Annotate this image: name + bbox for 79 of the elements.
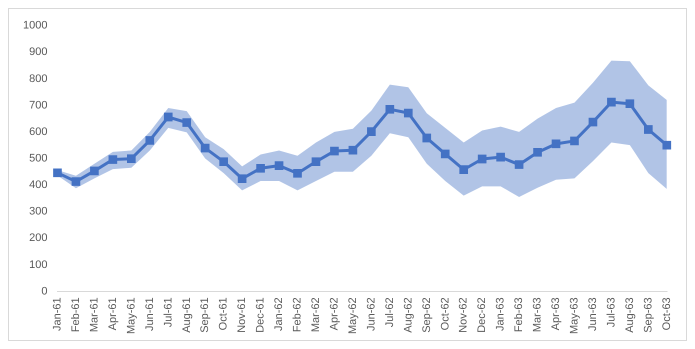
x-tick-label: Aug-63 (624, 297, 636, 333)
x-tick-label: May-62 (346, 297, 359, 334)
x-tick-label: Feb-63 (513, 297, 526, 332)
point (72, 177, 80, 186)
x-tick-label: Oct-63 (660, 297, 673, 330)
point (127, 154, 136, 164)
x-tick-label: Jul-62 (384, 297, 396, 328)
x-tick-label: Sep-61 (199, 297, 212, 333)
y-tick-label: 100 (29, 258, 48, 271)
y-tick-label: 700 (29, 99, 48, 112)
point (626, 99, 634, 108)
point (386, 104, 394, 114)
y-tick-label: 900 (29, 46, 48, 58)
point (367, 127, 376, 136)
x-tick-label: Jan-63 (494, 297, 507, 331)
x-tick-label: Nov-62 (458, 297, 470, 333)
point (644, 125, 653, 134)
point (256, 164, 265, 173)
y-tick-label: 400 (29, 179, 48, 192)
point (404, 108, 413, 118)
x-tick-label: Apr-62 (328, 297, 340, 330)
point (238, 174, 246, 183)
y-tick-label: 500 (29, 152, 48, 164)
point (145, 136, 154, 145)
y-tick-label: 1000 (22, 20, 48, 32)
x-tick-label: Jul-63 (605, 297, 618, 328)
x-tick-label: Mar-63 (532, 297, 544, 332)
x-tick-label: Aug-62 (402, 297, 414, 333)
point (478, 154, 486, 164)
x-tick-label: Dec-61 (254, 297, 267, 333)
point (422, 134, 432, 142)
point (274, 161, 284, 170)
y-tick-label: 600 (29, 126, 48, 138)
x-tick-label: Feb-62 (292, 297, 304, 332)
point (200, 144, 210, 152)
x-tick-label: Oct-62 (439, 297, 452, 330)
x-tick-label: Mar-61 (88, 297, 100, 332)
point (53, 168, 62, 178)
x-tick-label: Jan-61 (52, 297, 64, 331)
point (90, 166, 99, 176)
x-tick-label: May-61 (125, 297, 138, 334)
x-tick-label: Mar-62 (310, 297, 322, 332)
x-tick-label: Feb-61 (70, 297, 82, 332)
point (182, 118, 192, 127)
point (662, 140, 672, 150)
x-tick-label: Dec-62 (476, 297, 488, 333)
point (514, 160, 524, 169)
y-tick-label: 200 (29, 232, 48, 244)
point (588, 118, 598, 126)
point (533, 148, 542, 157)
point (330, 146, 339, 156)
x-tick-label: Jun-61 (144, 297, 156, 331)
point (219, 157, 228, 166)
x-tick-label: Nov-61 (236, 297, 248, 333)
x-tick-label: Oct-61 (218, 297, 230, 330)
point (293, 169, 302, 178)
x-tick-label: Jul-61 (162, 297, 174, 328)
x-tick-label: Apr-61 (106, 297, 119, 330)
x-tick-label: Jan-62 (273, 297, 286, 331)
point (552, 140, 560, 148)
point (312, 157, 320, 166)
x-tick-label: May-63 (568, 297, 581, 334)
x-tick-label: Jun-62 (365, 297, 378, 331)
point (108, 155, 118, 164)
y-tick-label: 800 (29, 72, 48, 85)
x-tick-label: Jun-63 (586, 297, 599, 331)
x-tick-label: Aug-61 (180, 297, 193, 333)
point (164, 112, 173, 122)
point (348, 146, 358, 155)
x-tick-label: Sep-62 (420, 297, 433, 333)
y-tick-label: 0 (41, 285, 48, 298)
point (496, 152, 505, 162)
y-tick-label: 300 (29, 206, 48, 218)
x-tick-label: Apr-63 (550, 297, 562, 330)
point (459, 165, 468, 174)
point (607, 98, 616, 106)
point (570, 136, 579, 146)
point (440, 150, 450, 158)
x-tick-label: Sep-63 (642, 297, 654, 333)
